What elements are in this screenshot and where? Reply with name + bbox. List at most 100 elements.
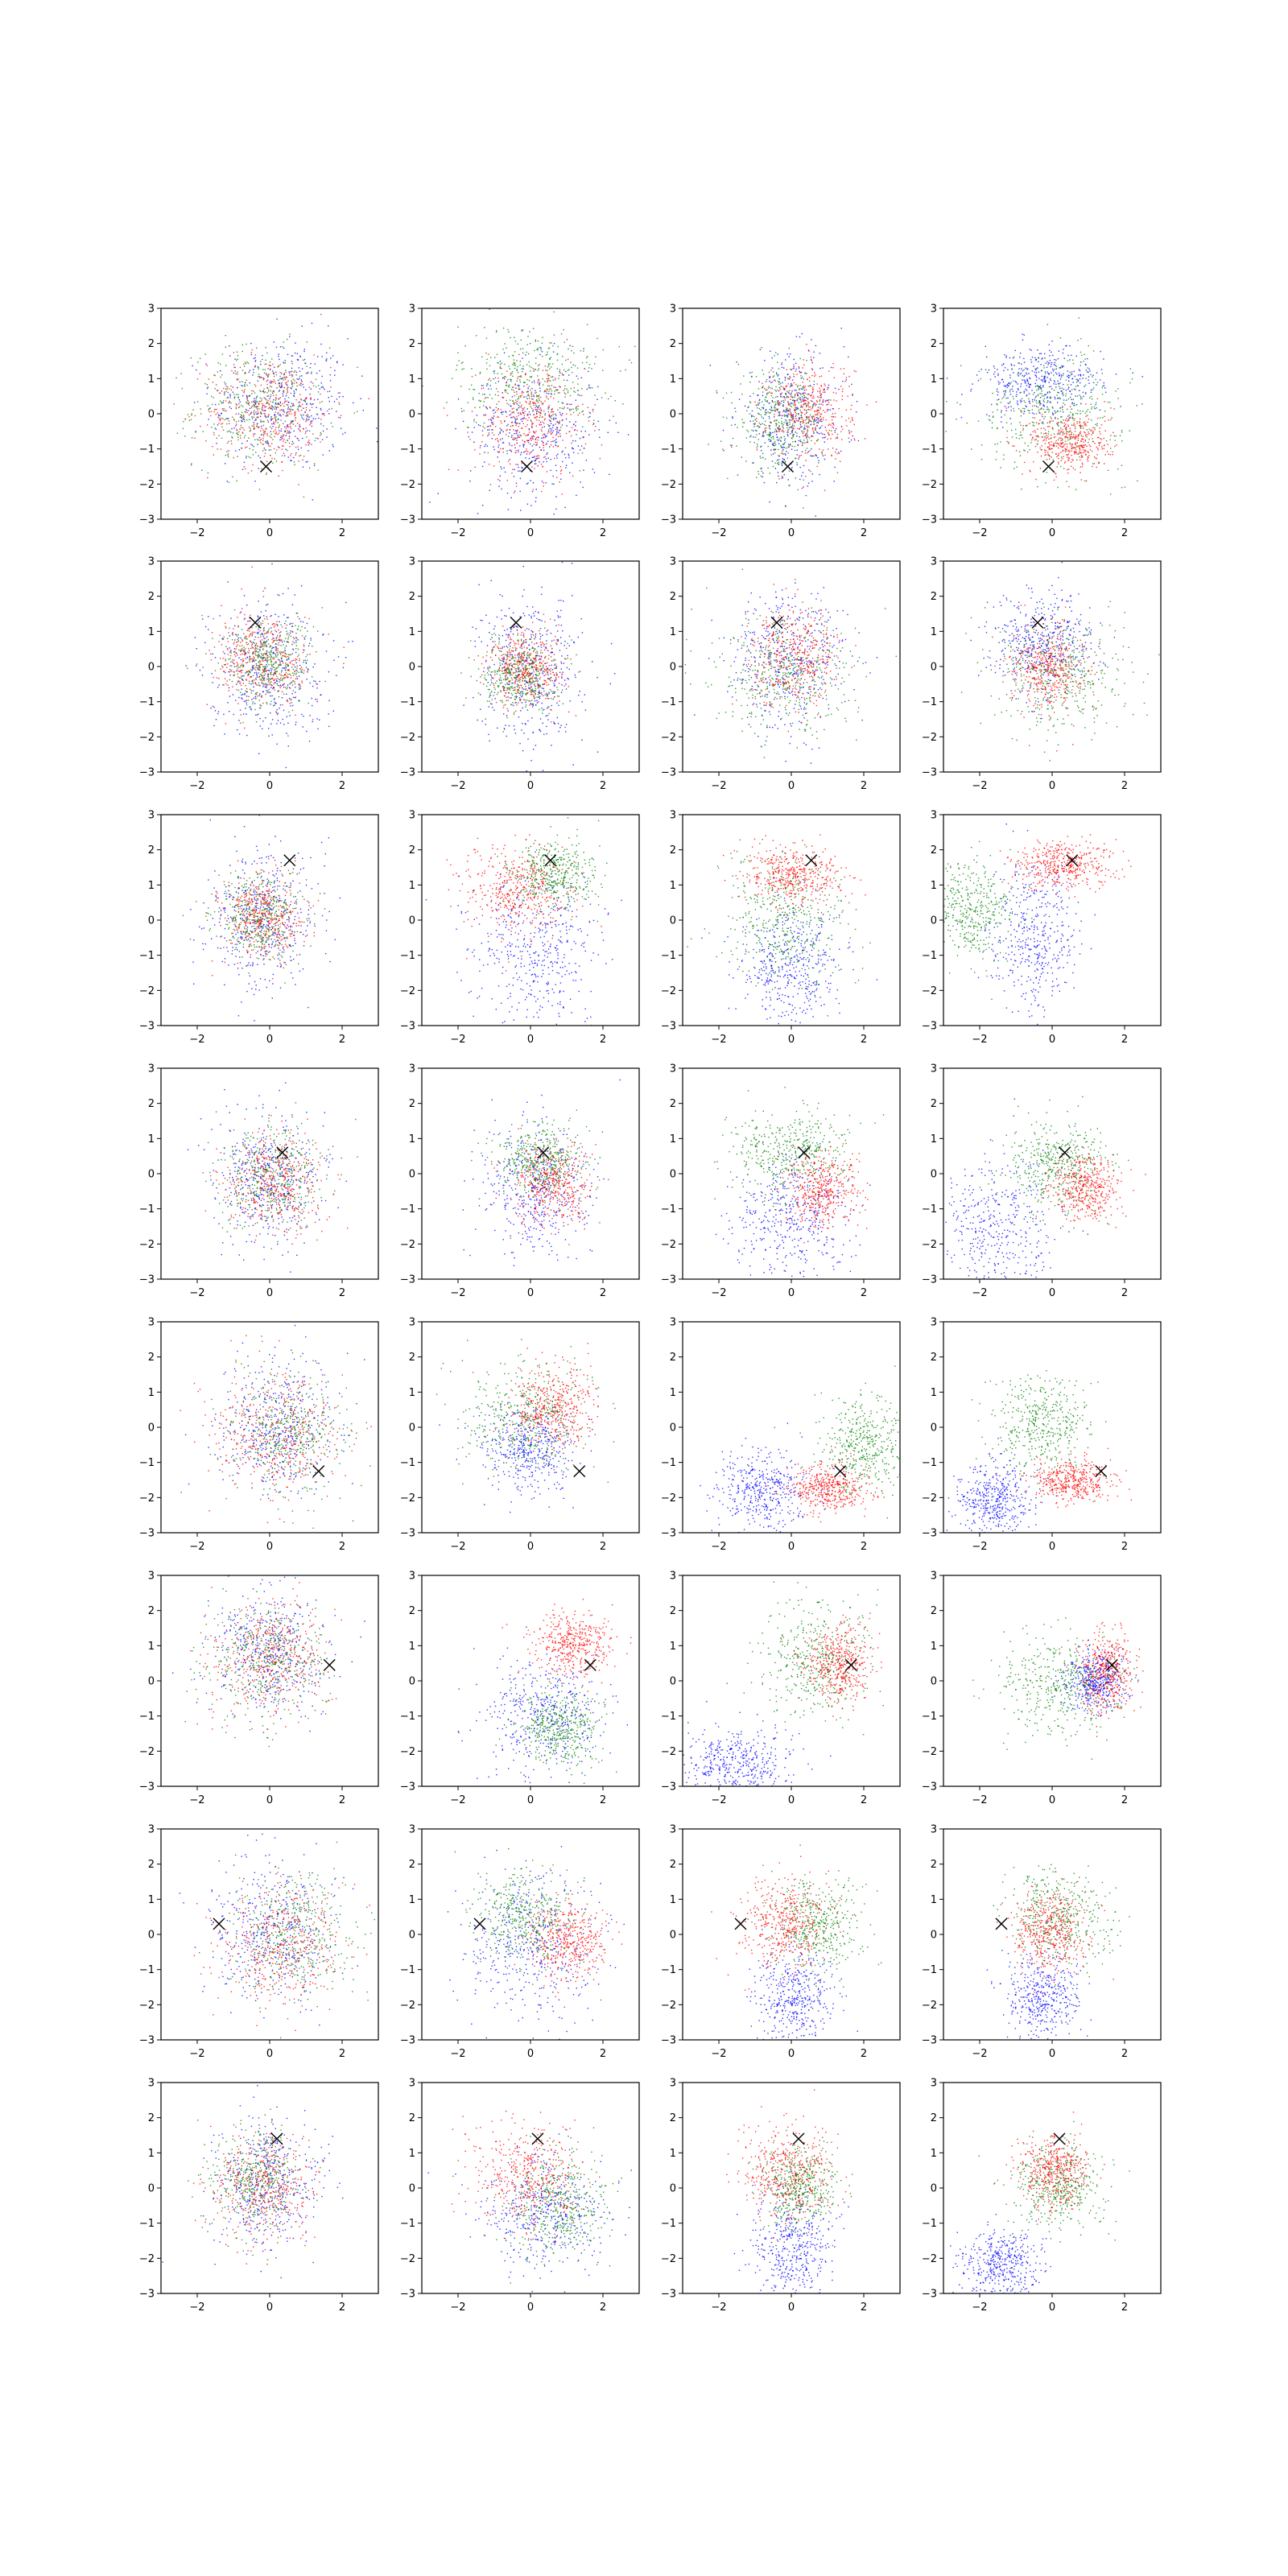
point [549, 431, 551, 433]
point [734, 423, 736, 426]
point [1063, 399, 1065, 401]
point [1053, 444, 1055, 446]
point [783, 388, 785, 390]
point [485, 397, 487, 398]
point [543, 449, 545, 452]
point [564, 388, 566, 390]
point [262, 450, 264, 452]
point [259, 390, 261, 391]
point [223, 399, 225, 402]
point [1067, 374, 1069, 376]
point [526, 419, 529, 421]
point [575, 425, 576, 427]
point [260, 421, 262, 423]
point [722, 416, 724, 418]
point [586, 361, 588, 363]
point [1024, 450, 1026, 452]
point [822, 417, 824, 419]
point [225, 454, 226, 456]
point [246, 410, 248, 411]
point [273, 421, 275, 423]
point [291, 367, 293, 369]
point [568, 455, 570, 456]
point [1065, 427, 1067, 429]
point [248, 404, 250, 406]
point [273, 431, 275, 432]
point [731, 402, 733, 404]
point [811, 394, 812, 396]
point [1051, 448, 1053, 450]
point [279, 402, 282, 404]
point [551, 390, 553, 392]
y-tick-label: −3 [139, 514, 155, 526]
point [795, 407, 797, 409]
point [782, 452, 784, 454]
point [564, 341, 565, 343]
point [549, 357, 551, 360]
point [526, 364, 528, 365]
point [206, 424, 208, 426]
point [331, 395, 332, 398]
point [1019, 392, 1021, 394]
point [793, 427, 795, 429]
point [275, 419, 277, 421]
point [260, 390, 262, 393]
point [285, 383, 287, 386]
point [283, 439, 285, 440]
point [508, 386, 510, 388]
point [547, 374, 550, 376]
point [588, 387, 590, 389]
point [1039, 468, 1042, 469]
point [840, 416, 843, 418]
point [762, 417, 764, 419]
point [809, 450, 811, 452]
point [776, 436, 778, 438]
point [1023, 369, 1025, 370]
point [766, 394, 768, 395]
point [265, 449, 266, 451]
point [782, 386, 784, 388]
point [776, 431, 778, 432]
point [822, 433, 824, 435]
point [539, 411, 541, 413]
point [1025, 388, 1026, 390]
point [1026, 378, 1028, 380]
point [510, 425, 512, 427]
point [754, 419, 756, 421]
point [264, 369, 266, 370]
point [851, 404, 852, 407]
point [305, 409, 308, 411]
point [548, 379, 550, 382]
point [816, 425, 818, 427]
point [834, 387, 836, 390]
point [320, 313, 322, 316]
point [562, 413, 564, 415]
point [732, 417, 733, 419]
point [782, 424, 784, 426]
point [800, 405, 802, 407]
point [765, 429, 766, 431]
point [194, 415, 196, 417]
point [479, 373, 481, 374]
point [1080, 444, 1083, 447]
point [1067, 384, 1069, 386]
point [807, 416, 810, 418]
point [284, 378, 287, 380]
point [1056, 394, 1058, 396]
point [1104, 420, 1106, 422]
point [486, 358, 488, 361]
point [462, 361, 464, 363]
point [1020, 383, 1022, 385]
point [1039, 404, 1041, 406]
point [301, 403, 303, 405]
point [524, 441, 526, 443]
point [244, 411, 246, 413]
point [1034, 357, 1036, 359]
point [1095, 423, 1096, 426]
point [256, 439, 258, 440]
point [291, 376, 293, 378]
point [254, 365, 256, 368]
point [572, 475, 574, 477]
point [494, 357, 496, 358]
point [277, 419, 279, 421]
